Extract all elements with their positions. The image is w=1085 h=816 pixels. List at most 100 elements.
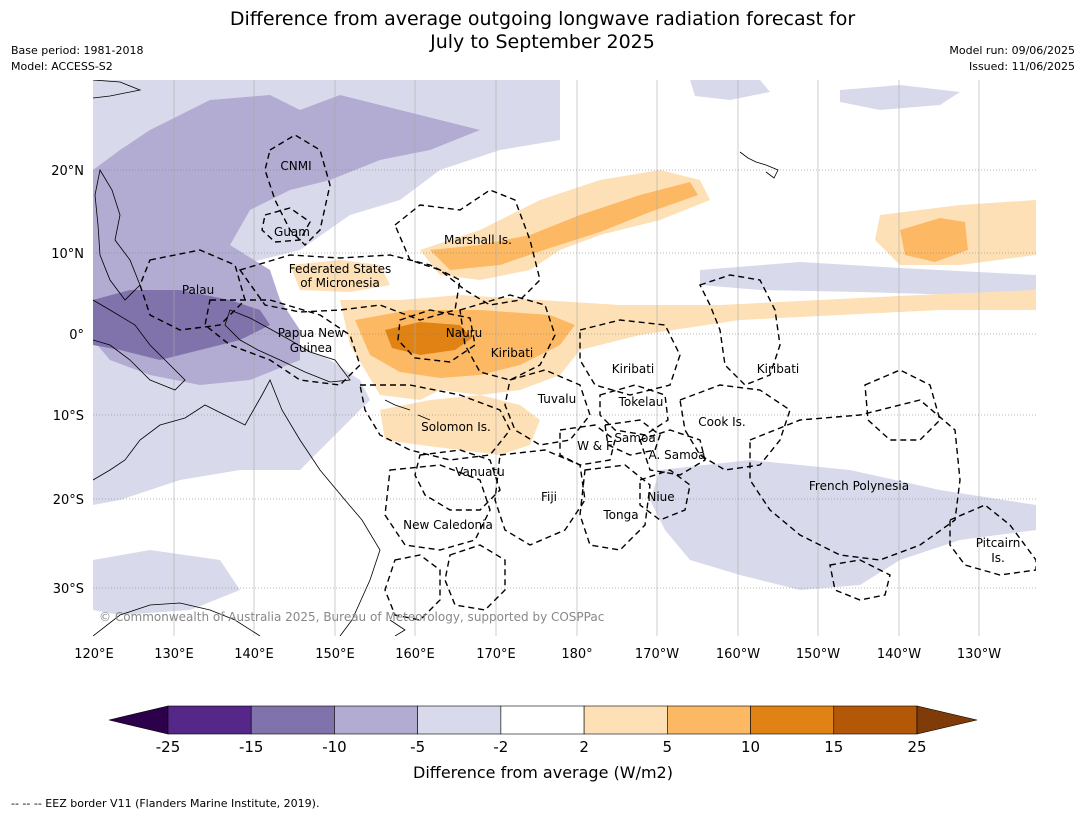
eez-american-samoa — [639, 429, 706, 476]
colorbar-segment — [417, 705, 502, 735]
latitude-gridlines — [93, 169, 1036, 589]
lon-tick: 170°E — [476, 647, 516, 662]
map-title: Difference from average outgoing longwav… — [0, 8, 1085, 54]
coastlines — [93, 80, 779, 636]
label-kiribati-phoenix: Kiribati — [612, 362, 654, 376]
colorbar-tick: 10 — [741, 738, 760, 756]
eez-borders — [139, 134, 1036, 621]
label-guinea: Guinea — [290, 341, 333, 355]
lon-tick: 170°W — [635, 647, 679, 662]
eez-marshall — [394, 189, 541, 306]
lon-tick: 120°E — [74, 647, 114, 662]
label-pitcairn-is: Is. — [991, 551, 1005, 565]
label-solomon-is: Solomon Is. — [421, 420, 491, 434]
eez-cnmi — [264, 134, 331, 246]
label-samoa: Samoa — [614, 431, 655, 445]
label-tonga: Tonga — [602, 508, 638, 522]
eez-footnote: -- -- -- EEZ border V11 (Flanders Marine… — [11, 797, 320, 810]
label-tuvalu: Tuvalu — [537, 392, 577, 406]
colorbar-segments — [167, 705, 918, 735]
lon-tick: 140°E — [234, 647, 274, 662]
colorbar-tick: -25 — [156, 738, 181, 756]
borneo-sulawesi-coast — [93, 299, 186, 391]
issued-date: Issued: 11/06/2025 — [968, 60, 1075, 73]
japan-coast — [93, 80, 142, 99]
lon-tick: 130°E — [154, 647, 194, 662]
label-kiribati-gilbert: Kiribati — [491, 346, 533, 360]
colorbar-segment — [500, 705, 585, 735]
eez-marquesas — [864, 369, 941, 441]
label-federated-states: Federated States — [289, 262, 391, 276]
label-palau: Palau — [182, 283, 214, 297]
colorbar-segment — [583, 705, 668, 735]
label-fiji: Fiji — [541, 490, 557, 504]
australia-south-coast — [93, 602, 261, 636]
anomaly-field — [93, 80, 1036, 615]
label-pitcairn: Pitcairn — [976, 536, 1021, 550]
lat-tick: 20°S — [53, 493, 84, 508]
label-nauru: Nauru — [446, 326, 482, 340]
colorbar-segment — [667, 705, 751, 735]
colorbar-extend-low — [108, 705, 169, 735]
lon-tick: 160°E — [395, 647, 435, 662]
colorbar-tick: -5 — [410, 738, 425, 756]
colorbar-tick: 5 — [663, 738, 673, 756]
label-guam: Guam — [274, 225, 310, 239]
eez-kiribati-phoenix — [579, 319, 681, 396]
lat-tick: 10°S — [53, 409, 84, 424]
lat-tick: 30°S — [53, 582, 84, 597]
eez-nauru — [397, 309, 476, 363]
eez-lord-howe — [384, 554, 441, 621]
label-cook-is: Cook Is. — [698, 415, 745, 429]
title-line-1: Difference from average outgoing longwav… — [229, 8, 856, 30]
positive-anomaly-mid-east — [900, 218, 968, 262]
colorbar-tick: -2 — [493, 738, 508, 756]
label-tokelau: Tokelau — [618, 395, 664, 409]
eez-wallis-futuna — [559, 424, 616, 466]
meta-right: Model run: 09/06/2025 Issued: 11/06/2025 — [949, 43, 1075, 75]
eez-tokelau — [599, 384, 669, 436]
colorbar-segment — [250, 705, 335, 735]
longitude-gridlines — [173, 80, 980, 636]
eez-micronesia — [238, 254, 461, 321]
colorbar: -25 -15 -10 -5 -2 2 5 10 15 25 Difference from av… — [108, 705, 978, 782]
longitude-tick-labels: 120°E 130°E 140°E 150°E 160°E 170°E 180°… — [74, 647, 1001, 662]
label-papua-new: Papua New — [278, 326, 345, 340]
eez-vanuatu — [414, 449, 501, 511]
colorbar-extend-high — [916, 705, 978, 735]
lon-tick: 150°W — [796, 647, 840, 662]
label-wallis-futuna: W & F — [577, 439, 613, 453]
label-vanuatu: Vanuatu — [455, 465, 505, 479]
eez-guam — [261, 207, 311, 243]
solomon-islands-coast — [384, 399, 431, 421]
label-of-micronesia: of Micronesia — [300, 276, 380, 290]
label-cnmi: CNMI — [280, 159, 311, 173]
place-labels: CNMI Guam Marshall Is. Federated States … — [182, 159, 1020, 565]
positive-anomaly-mid-north — [430, 182, 698, 270]
eez-tuvalu — [504, 369, 591, 446]
colorbar-tick: -15 — [239, 738, 264, 756]
eez-kiribati-line — [699, 274, 781, 386]
label-french-polynesia: French Polynesia — [809, 479, 909, 493]
new-zealand-coast — [389, 619, 406, 636]
title-line-2: July to September 2025 — [430, 31, 655, 53]
base-period: Base period: 1981-2018 — [11, 44, 144, 57]
label-marshall-is: Marshall Is. — [444, 233, 512, 247]
hawaii-coast — [739, 151, 779, 179]
eez-norfolk — [444, 544, 506, 611]
eez-samoa — [604, 419, 661, 456]
lon-tick: 140°W — [877, 647, 921, 662]
colorbar-tick: 15 — [824, 738, 843, 756]
lon-tick: 180° — [561, 647, 592, 662]
negative-anomaly-light-patch — [690, 80, 770, 100]
eez-png — [204, 299, 361, 386]
latitude-tick-labels: 20°N 10°N 0° 10°S 20°S 30°S — [51, 164, 84, 597]
negative-anomaly-dark — [93, 290, 270, 360]
colorbar-tick-labels: -25 -15 -10 -5 -2 2 5 10 15 25 — [156, 738, 927, 756]
label-kiribati-line: Kiribati — [757, 362, 799, 376]
model-name: Model: ACCESS-S2 — [11, 60, 113, 73]
eez-palau — [139, 249, 246, 331]
eez-pitcairn — [949, 504, 1036, 576]
eez-french-polynesia — [749, 399, 961, 561]
copyright-notice: © Commonwealth of Australia 2025, Bureau… — [99, 610, 604, 624]
